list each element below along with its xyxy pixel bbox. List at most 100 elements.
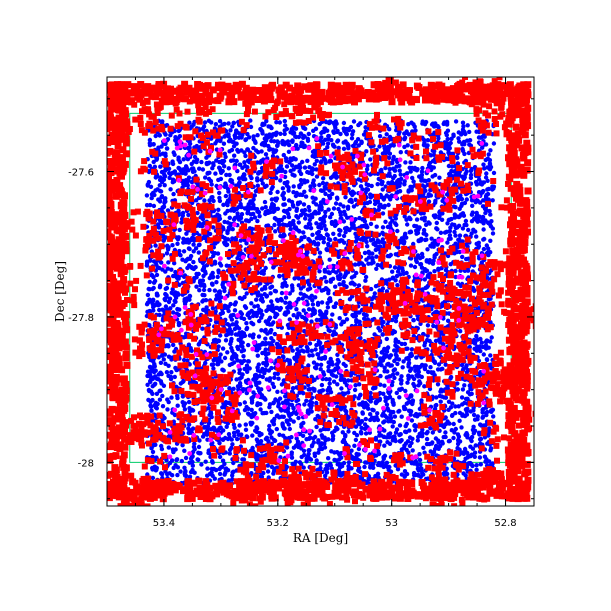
data-point-blue: [291, 184, 296, 189]
data-point-blue: [403, 160, 408, 165]
data-point-blue: [389, 363, 394, 368]
data-point-blue: [305, 138, 311, 143]
data-point-blue: [213, 122, 219, 127]
data-point-blue: [321, 176, 326, 181]
data-point-blue: [321, 240, 326, 245]
data-point-blue: [191, 249, 196, 254]
data-point-blue: [260, 206, 265, 211]
data-point-blue: [352, 443, 357, 448]
data-point-blue: [254, 297, 259, 302]
data-point-blue: [199, 159, 204, 165]
data-point-blue: [467, 129, 472, 135]
data-point-blue: [160, 119, 165, 124]
data-point-blue: [341, 204, 346, 209]
data-point-blue: [352, 274, 357, 279]
data-point-blue: [328, 237, 333, 243]
data-point-blue: [464, 197, 469, 202]
data-point-blue: [171, 449, 176, 455]
data-point-blue: [277, 307, 282, 312]
data-point-blue: [321, 217, 326, 222]
data-point-blue: [211, 358, 216, 363]
data-point-blue: [422, 384, 427, 389]
data-point-blue: [151, 369, 157, 375]
data-point-blue: [385, 224, 391, 230]
data-point-blue: [153, 133, 158, 139]
data-point-blue: [210, 282, 215, 287]
data-point-blue: [176, 157, 181, 162]
data-point-blue: [186, 422, 192, 427]
data-point-blue: [336, 359, 341, 364]
data-point-blue: [311, 200, 316, 205]
data-point-blue: [173, 269, 178, 275]
data-point-blue: [310, 195, 315, 200]
data-point-blue: [301, 202, 307, 207]
data-point-blue: [403, 231, 408, 236]
data-point-blue: [172, 152, 177, 157]
data-point-blue: [309, 348, 314, 353]
data-point-blue: [464, 370, 469, 375]
data-point-blue: [467, 383, 472, 388]
data-point-blue: [361, 132, 367, 137]
data-point-blue: [316, 233, 321, 238]
data-point-blue: [430, 371, 435, 376]
data-point-blue: [283, 169, 288, 175]
data-point-blue: [333, 173, 339, 178]
data-point-blue: [470, 210, 475, 215]
data-point-blue: [356, 143, 361, 148]
data-point-blue: [200, 299, 205, 304]
data-point-blue: [386, 361, 391, 367]
data-point-blue: [269, 409, 274, 415]
data-point-blue: [384, 336, 389, 342]
data-point-blue: [158, 164, 163, 169]
data-point-blue: [417, 457, 423, 463]
data-point-blue: [177, 166, 182, 171]
data-point-blue: [158, 283, 163, 288]
data-point-blue: [344, 317, 350, 322]
data-point-blue: [225, 350, 230, 355]
data-point-blue: [312, 365, 318, 370]
data-point-blue: [250, 200, 255, 205]
data-point-blue: [302, 165, 308, 170]
data-point-blue: [183, 455, 189, 461]
data-point-blue: [425, 247, 430, 252]
data-point-blue: [212, 288, 218, 293]
data-point-blue: [213, 171, 218, 176]
data-point-blue: [328, 175, 334, 180]
data-point-blue: [163, 361, 168, 366]
data-point-blue: [310, 302, 316, 307]
data-point-blue: [165, 243, 170, 248]
data-point-blue: [274, 297, 280, 302]
data-point-blue: [275, 139, 280, 144]
data-point-blue: [216, 207, 221, 212]
data-point-blue: [349, 136, 355, 141]
data-point-blue: [364, 239, 369, 245]
data-point-blue: [337, 282, 342, 287]
data-point-blue: [305, 158, 310, 163]
data-point-blue: [203, 360, 208, 366]
data-point-blue: [365, 244, 370, 249]
data-point-blue: [233, 332, 239, 337]
data-point-blue: [397, 395, 402, 400]
data-point-blue: [303, 194, 309, 199]
data-point-blue: [171, 342, 176, 348]
data-point-blue: [307, 217, 312, 223]
data-point-blue: [437, 175, 442, 180]
data-point-blue: [199, 462, 204, 467]
data-point-blue: [316, 224, 321, 230]
data-point-blue: [385, 346, 390, 351]
data-point-blue: [239, 349, 244, 354]
data-point-blue: [282, 118, 287, 124]
data-point-blue: [154, 156, 160, 161]
data-point-blue: [373, 435, 379, 441]
data-point-blue: [325, 301, 330, 306]
data-point-blue: [317, 309, 323, 314]
data-point-blue: [153, 243, 158, 248]
data-point-blue: [275, 413, 280, 418]
data-point-blue: [427, 221, 432, 226]
data-point-blue: [213, 141, 218, 146]
data-point-blue: [210, 306, 216, 311]
data-point-blue: [177, 248, 182, 254]
data-point-blue: [189, 161, 194, 167]
data-point-blue: [473, 443, 478, 448]
data-point-blue: [181, 357, 187, 363]
